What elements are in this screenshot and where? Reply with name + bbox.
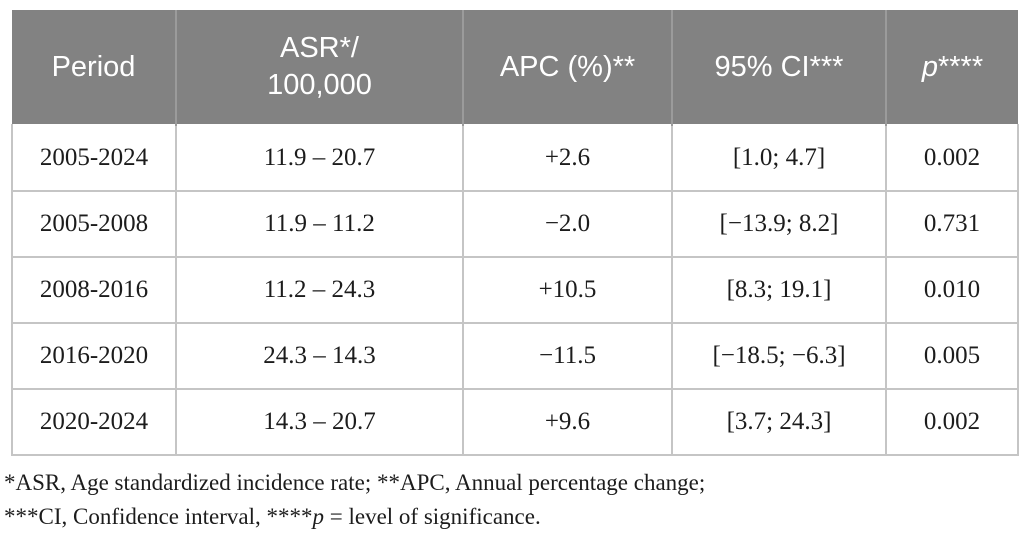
- cell-apc: −11.5: [462, 322, 673, 390]
- footnote-line-2-pre: ***CI, Confidence interval, ****: [4, 504, 313, 529]
- table-row: 2005-2008 11.9 – 11.2 −2.0 [−13.9; 8.2] …: [11, 190, 1019, 258]
- header-label-asr-line2: 100,000: [267, 69, 372, 101]
- cell-apc: +9.6: [462, 388, 673, 456]
- cell-apc: +2.6: [462, 124, 673, 192]
- header-cell-ci: 95% CI***: [671, 10, 886, 125]
- cell-asr: 11.9 – 11.2: [175, 190, 464, 258]
- footnote-line-1: *ASR, Age standardized incidence rate; *…: [4, 470, 706, 495]
- header-label-ci: 95% CI***: [714, 50, 844, 83]
- footnote-line-2-p: p: [312, 504, 325, 529]
- table-row: 2008-2016 11.2 – 24.3 +10.5 [8.3; 19.1] …: [11, 256, 1019, 324]
- cell-p: 0.731: [885, 190, 1019, 258]
- cell-ci: [3.7; 24.3]: [671, 388, 887, 456]
- footnote-line-2-post: = level of significance.: [324, 504, 541, 529]
- table-row: 2016-2020 24.3 – 14.3 −11.5 [−18.5; −6.3…: [11, 322, 1019, 390]
- cell-p: 0.010: [885, 256, 1019, 324]
- footnotes: *ASR, Age standardized incidence rate; *…: [4, 466, 1017, 534]
- header-row: Period ASR*/ 100,000 APC (%)** 95% CI***…: [12, 10, 1018, 125]
- header-label-p-stars: ****: [937, 50, 984, 83]
- footnote-line-2: ***CI, Confidence interval, ****p = leve…: [4, 500, 1017, 534]
- cell-ci: [1.0; 4.7]: [671, 124, 887, 192]
- cell-apc: +10.5: [462, 256, 673, 324]
- cell-asr: 24.3 – 14.3: [175, 322, 464, 390]
- cell-period: 2016-2020: [11, 322, 177, 390]
- cell-asr: 11.9 – 20.7: [175, 124, 464, 192]
- cell-period: 2008-2016: [11, 256, 177, 324]
- cell-p: 0.002: [885, 124, 1019, 192]
- header-cell-asr: ASR*/ 100,000: [175, 10, 463, 125]
- table-row: 2020-2024 14.3 – 20.7 +9.6 [3.7; 24.3] 0…: [11, 388, 1019, 456]
- cell-asr: 11.2 – 24.3: [175, 256, 464, 324]
- cell-period: 2020-2024: [11, 388, 177, 456]
- cell-apc: −2.0: [462, 190, 673, 258]
- cell-ci: [−18.5; −6.3]: [671, 322, 887, 390]
- cell-asr: 14.3 – 20.7: [175, 388, 464, 456]
- statistics-table-figure: Period ASR*/ 100,000 APC (%)** 95% CI***…: [4, 10, 1019, 534]
- header-cell-p: p****: [885, 10, 1018, 125]
- cell-p: 0.005: [885, 322, 1019, 390]
- header-label-asr-line1: ASR*/: [280, 32, 359, 64]
- table-row: 2005-2024 11.9 – 20.7 +2.6 [1.0; 4.7] 0.…: [11, 124, 1019, 192]
- cell-period: 2005-2008: [11, 190, 177, 258]
- cell-period: 2005-2024: [11, 124, 177, 192]
- header-cell-period: Period: [12, 10, 176, 125]
- header-label-period: Period: [51, 50, 136, 83]
- header-label-apc: APC (%)**: [499, 50, 636, 83]
- header-label-p: p: [921, 50, 938, 83]
- header-cell-apc: APC (%)**: [462, 10, 672, 125]
- statistics-table: Period ASR*/ 100,000 APC (%)** 95% CI***…: [11, 10, 1019, 456]
- cell-p: 0.002: [885, 388, 1019, 456]
- cell-ci: [8.3; 19.1]: [671, 256, 887, 324]
- cell-ci: [−13.9; 8.2]: [671, 190, 887, 258]
